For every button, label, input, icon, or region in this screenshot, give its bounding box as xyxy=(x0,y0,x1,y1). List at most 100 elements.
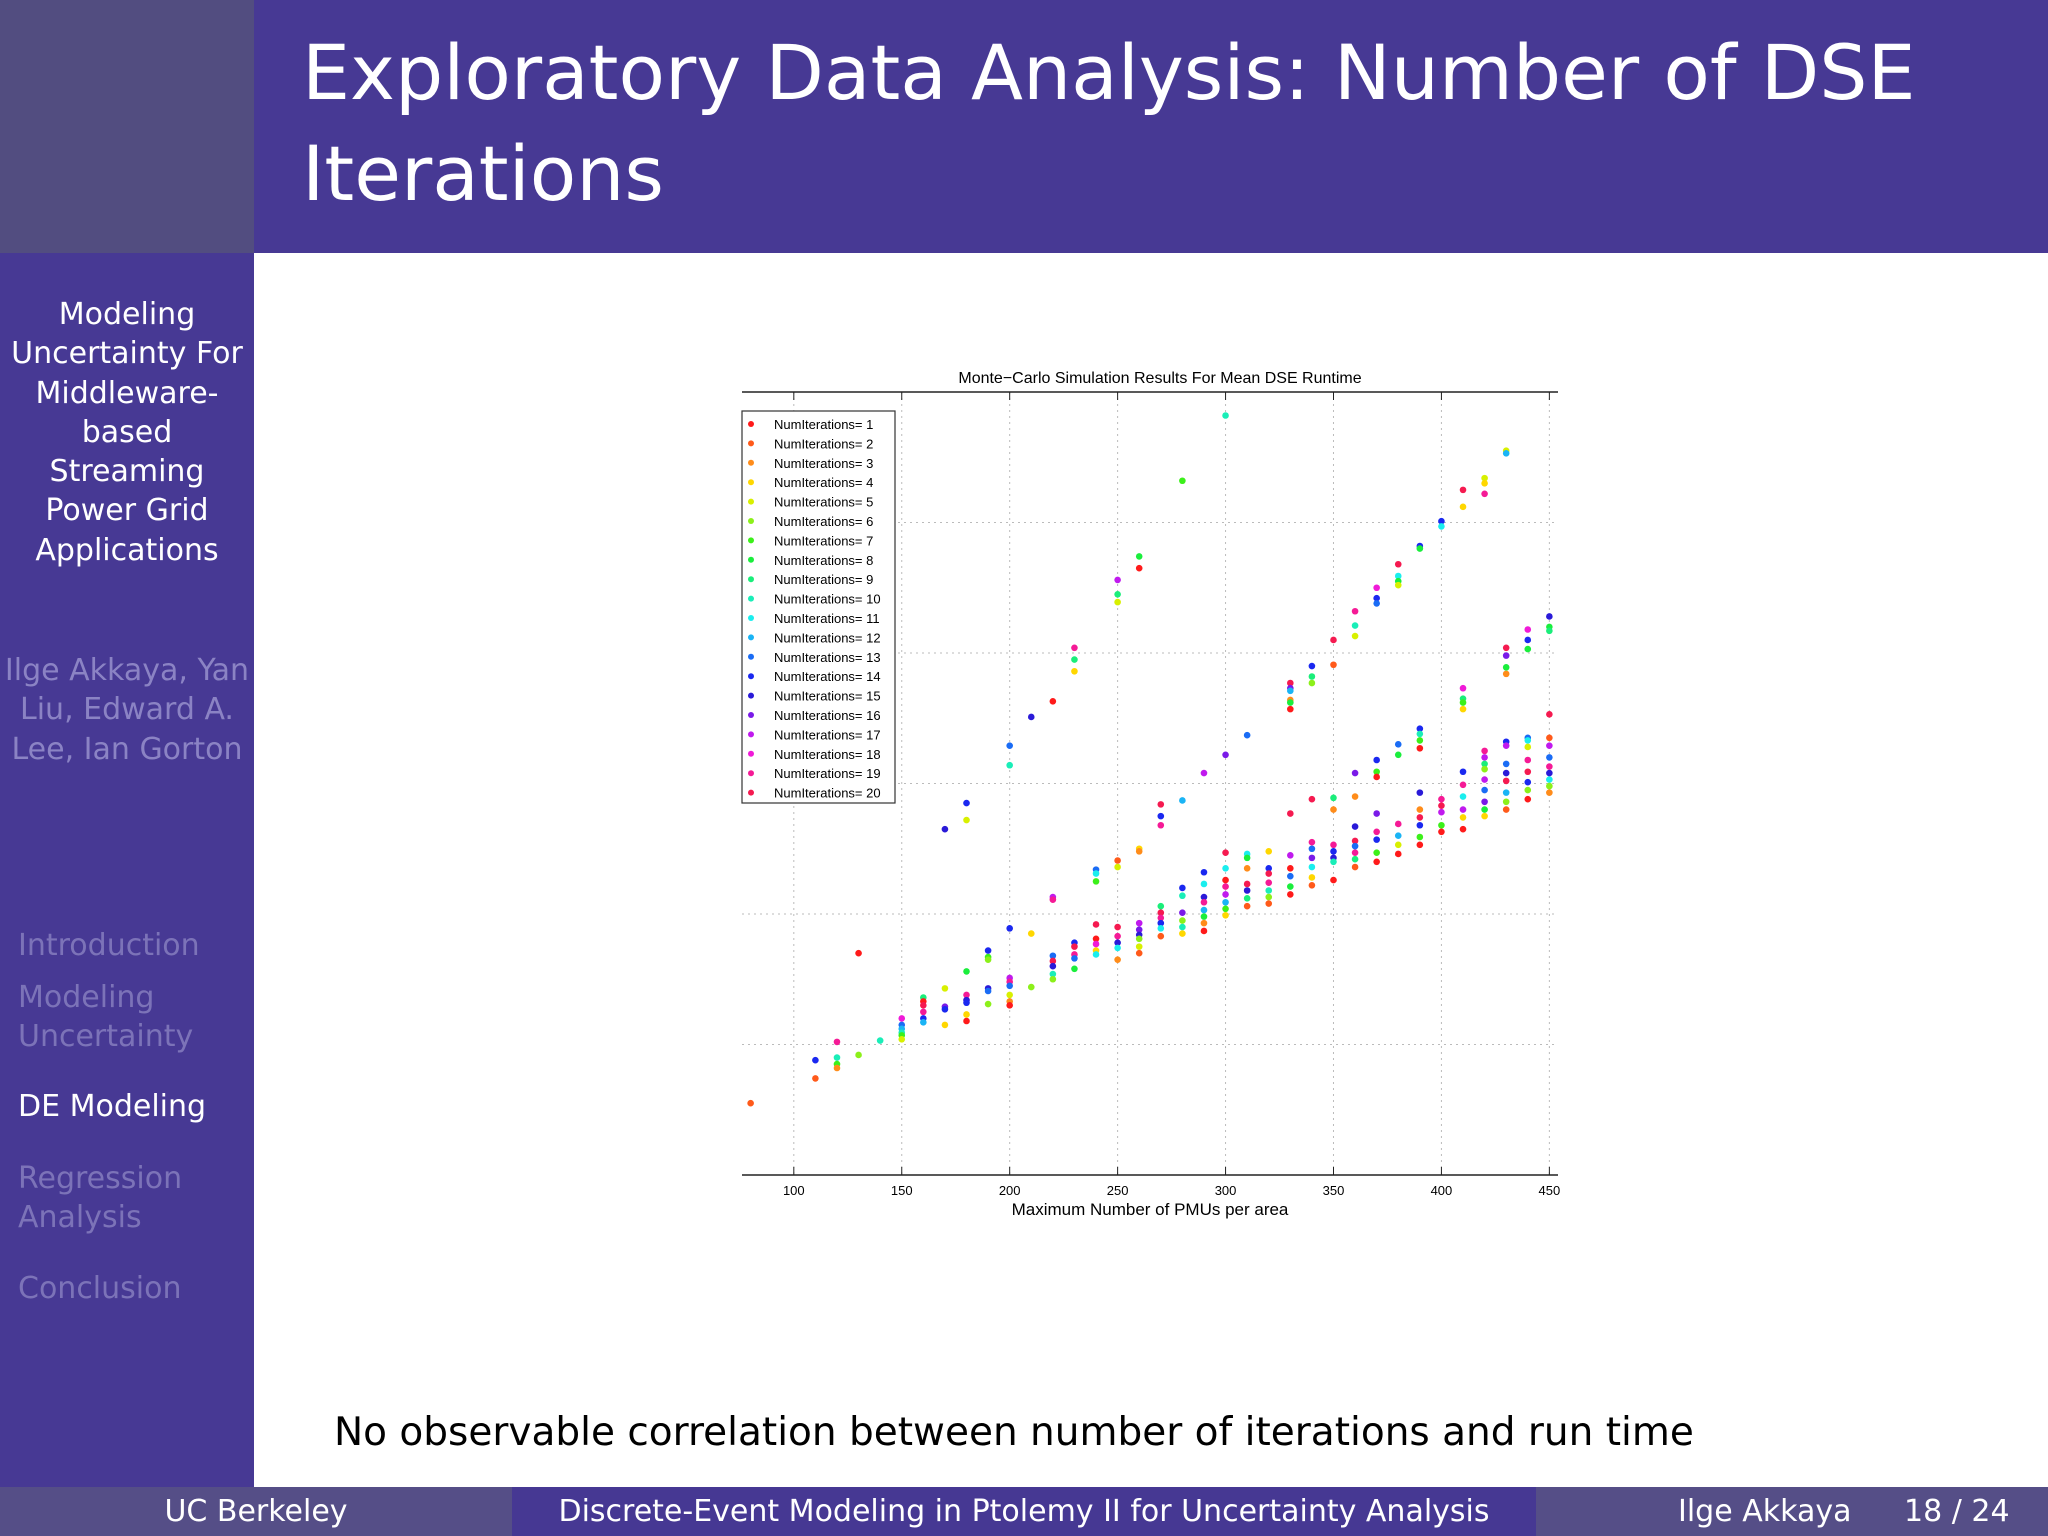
data-point xyxy=(1394,560,1402,568)
data-point xyxy=(1373,756,1380,764)
data-point xyxy=(1394,581,1402,589)
data-point xyxy=(1049,952,1057,960)
data-point xyxy=(1502,664,1510,671)
data-point xyxy=(1308,679,1316,687)
data-point xyxy=(1459,684,1467,692)
data-point xyxy=(1200,769,1208,777)
legend-marker xyxy=(748,615,754,621)
data-point xyxy=(1157,801,1165,808)
data-point xyxy=(1200,913,1208,920)
data-point xyxy=(1157,821,1165,829)
data-point xyxy=(1546,711,1553,718)
data-point xyxy=(1502,742,1510,749)
data-point xyxy=(1114,598,1121,606)
data-point xyxy=(855,1051,862,1059)
data-point xyxy=(1287,810,1294,817)
data-point xyxy=(1481,786,1488,794)
data-point xyxy=(1308,874,1316,881)
data-point xyxy=(1416,814,1424,821)
sidebar-item-introduction[interactable]: Introduction xyxy=(18,928,200,963)
legend-label: NumIterations= 8 xyxy=(774,553,873,568)
data-point xyxy=(1502,670,1510,678)
x-tick-label: 200 xyxy=(999,1183,1021,1198)
data-point xyxy=(941,1005,949,1013)
data-point xyxy=(1287,705,1294,713)
data-point xyxy=(812,1075,819,1082)
legend-marker xyxy=(748,595,754,602)
data-point xyxy=(1200,880,1208,888)
legend-marker xyxy=(748,770,754,777)
legend-label: NumIterations= 14 xyxy=(774,669,881,684)
data-point xyxy=(1416,833,1424,841)
data-point xyxy=(1524,778,1532,786)
data-point xyxy=(1546,763,1553,770)
sidebar-item-regression-analysis[interactable]: Regression Analysis xyxy=(18,1161,183,1236)
sidebar-item-de-modeling[interactable]: DE Modeling xyxy=(18,1089,207,1124)
data-point xyxy=(984,1000,992,1008)
data-point xyxy=(1287,687,1294,695)
data-point xyxy=(1502,777,1510,785)
slide-caption: No observable correlation between number… xyxy=(334,1410,1694,1455)
data-point xyxy=(1330,876,1337,884)
legend-marker xyxy=(748,789,754,796)
data-point xyxy=(1157,925,1165,932)
data-point xyxy=(1524,743,1532,751)
data-point xyxy=(1222,883,1229,890)
data-point xyxy=(1071,965,1078,973)
data-point xyxy=(1524,768,1532,776)
legend-marker xyxy=(748,421,754,427)
data-point xyxy=(1459,705,1467,713)
data-point xyxy=(1287,699,1294,706)
data-point xyxy=(1394,751,1402,759)
footer-institution: UC Berkeley xyxy=(0,1487,512,1536)
legend-marker xyxy=(748,518,754,524)
data-point xyxy=(1524,737,1532,744)
data-point xyxy=(1200,893,1208,901)
data-point xyxy=(1006,925,1013,932)
data-point xyxy=(1481,754,1488,761)
page-number[interactable]: 18 / 24 xyxy=(1904,1494,2010,1529)
sidebar-item-conclusion[interactable]: Conclusion xyxy=(18,1271,182,1306)
data-point xyxy=(1265,893,1273,901)
data-point xyxy=(1459,768,1467,776)
data-point xyxy=(941,1021,949,1029)
data-point xyxy=(1481,760,1488,768)
legend-marker xyxy=(748,692,754,699)
data-point xyxy=(1416,737,1424,744)
data-point xyxy=(1394,832,1402,839)
legend-marker xyxy=(748,653,754,660)
data-point xyxy=(1438,821,1445,829)
data-point xyxy=(1200,898,1208,906)
data-point xyxy=(1394,850,1402,858)
data-point xyxy=(1287,679,1294,687)
data-point xyxy=(1006,991,1013,999)
data-point xyxy=(1502,644,1510,652)
data-point xyxy=(1243,887,1251,894)
data-point xyxy=(1049,896,1057,903)
data-point xyxy=(1200,919,1208,927)
data-point xyxy=(1071,667,1078,675)
data-point xyxy=(1157,909,1165,916)
talk-authors: Ilge Akkaya, Yan Liu, Edward A. Lee, Ian… xyxy=(4,653,250,767)
legend-marker xyxy=(748,479,754,486)
data-point xyxy=(1157,914,1165,922)
data-point xyxy=(898,1015,906,1022)
data-point xyxy=(1222,898,1229,906)
data-point xyxy=(1114,590,1121,598)
header-corner xyxy=(0,0,254,253)
sidebar-item-modeling-uncertainty[interactable]: Modeling Uncertainty xyxy=(18,980,194,1055)
data-point xyxy=(1179,477,1186,485)
data-point xyxy=(1308,881,1316,889)
data-point xyxy=(1179,930,1186,937)
data-point xyxy=(1243,731,1251,739)
data-point xyxy=(1308,845,1316,853)
data-point xyxy=(1135,919,1143,927)
data-point xyxy=(963,968,970,975)
legend-marker xyxy=(748,731,754,738)
data-point xyxy=(1222,905,1229,913)
data-point xyxy=(1006,1002,1013,1009)
data-point xyxy=(1502,769,1510,777)
data-point xyxy=(1179,917,1186,924)
data-point xyxy=(984,956,992,963)
data-point xyxy=(1373,768,1380,776)
